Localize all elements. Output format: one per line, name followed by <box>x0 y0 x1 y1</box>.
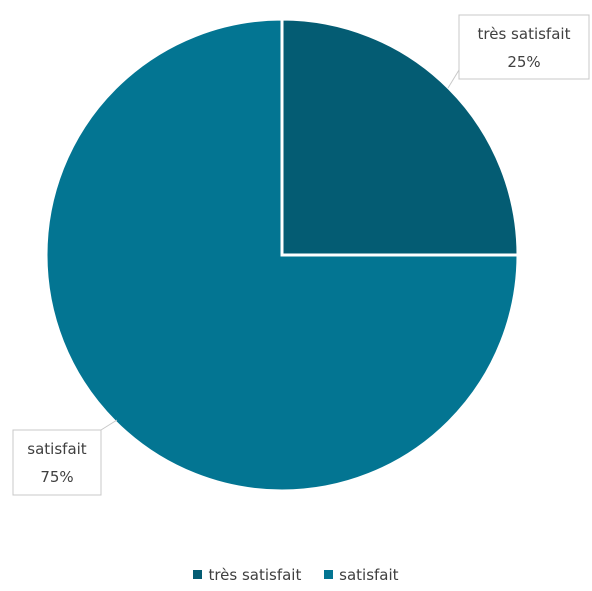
data-label-callouts: très satisfait 25% satisfait 75% <box>12 14 590 496</box>
legend: très satisfait satisfait <box>0 566 592 584</box>
legend-item-satisfait: satisfait <box>324 566 399 584</box>
pie-slice-satisfait <box>44 17 520 493</box>
legend-item-tres-satisfait: très satisfait <box>193 566 301 584</box>
data-label-category-satisfait: satisfait <box>27 440 87 458</box>
leader-line-satisfait <box>100 419 118 431</box>
pie-slices <box>44 17 520 493</box>
legend-swatch-tres-satisfait <box>193 570 203 579</box>
legend-label-tres-satisfait: très satisfait <box>208 566 302 584</box>
data-label-value-satisfait: 75% <box>40 468 73 486</box>
callout-box-satisfait <box>12 429 102 496</box>
data-label-value-tres-satisfait: 25% <box>507 53 540 71</box>
callout-satisfait: satisfait 75% <box>12 419 118 496</box>
legend-swatch-satisfait <box>324 570 334 579</box>
callout-tres-satisfait: très satisfait 25% <box>447 14 590 89</box>
legend-label-satisfait: satisfait <box>339 566 399 584</box>
leader-line-tres-satisfait <box>447 69 460 89</box>
pie-slice-tres-satisfait <box>280 17 520 257</box>
callout-box-tres-satisfait <box>458 14 590 80</box>
data-label-category-tres-satisfait: très satisfait <box>478 25 571 43</box>
